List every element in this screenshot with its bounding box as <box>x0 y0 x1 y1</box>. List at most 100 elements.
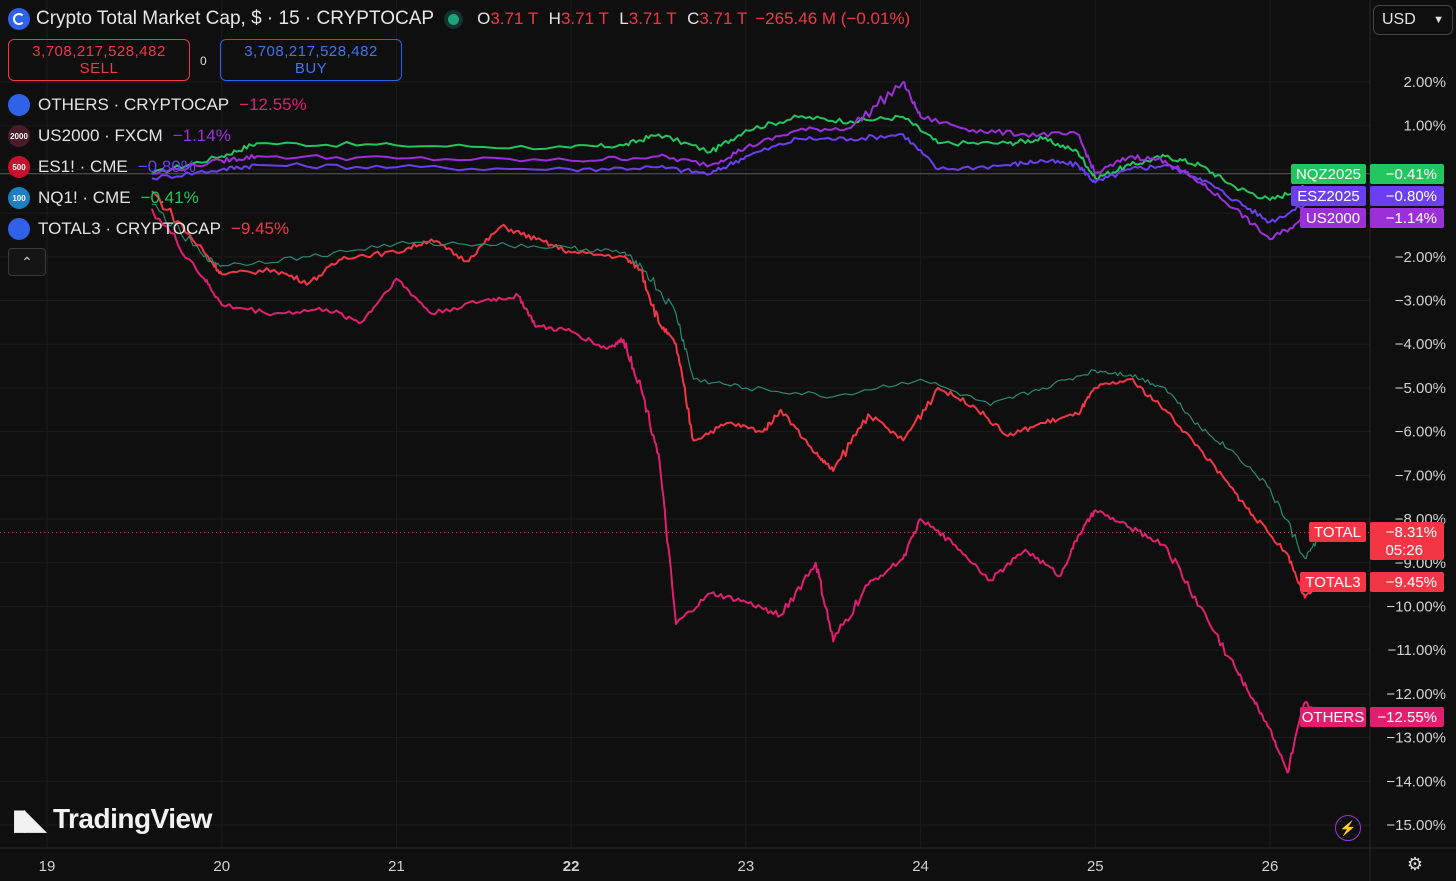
buy-button[interactable]: 3,708,217,528,482 BUY <box>220 39 402 81</box>
collapse-legend-button[interactable]: ⌃ <box>8 248 46 276</box>
legend-item-value: −1.14% <box>172 126 231 145</box>
price-tick-label: −7.00% <box>1395 467 1446 484</box>
currency-select[interactable]: USD ▼ <box>1373 5 1453 35</box>
legend-item-name: US2000 · FXCM <box>38 126 163 145</box>
series-line-total3 <box>151 190 1324 599</box>
legend-item[interactable]: OTHERS · CRYPTOCAP −12.55% <box>8 93 307 117</box>
legend-item-value: −0.80% <box>137 157 196 176</box>
time-tick-label: 23 <box>738 858 755 875</box>
tradingview-icon: ▮◣ <box>12 803 46 835</box>
ohlc-open-value: 3.71 T <box>490 9 538 28</box>
price-axis-name: TOTAL <box>1314 524 1361 541</box>
price-tick-label: −13.00% <box>1386 730 1446 747</box>
ohlc-close-key: C <box>687 9 700 28</box>
price-axis-name: US2000 <box>1306 210 1360 227</box>
price-axis-name: ESZ2025 <box>1297 188 1360 205</box>
price-axis-value-tag <box>1370 164 1444 184</box>
price-axis-value-tag <box>1370 572 1444 592</box>
price-axis-value-tag <box>1370 522 1444 560</box>
price-axis-value: −9.45% <box>1386 574 1437 591</box>
series-line-others <box>150 208 1324 774</box>
legend-item[interactable]: TOTAL3 · CRYPTOCAP −9.45% <box>8 217 289 241</box>
us2000-icon: 2000 <box>8 125 30 147</box>
price-axis-name: OTHERS <box>1302 709 1365 726</box>
price-tick-label: −14.00% <box>1386 773 1446 790</box>
cryptocap-icon <box>8 8 30 30</box>
chevron-down-icon: ▼ <box>1433 14 1444 26</box>
legend-item[interactable]: 2000 US2000 · FXCM −1.14% <box>8 124 231 148</box>
spread-value: 0 <box>200 54 207 68</box>
price-axis-name: TOTAL3 <box>1305 574 1360 591</box>
time-tick-label: 21 <box>388 858 405 875</box>
ohlc-low-value: 3.71 T <box>628 9 677 28</box>
legend-item[interactable]: 500 ES1! · CME −0.80% <box>8 155 196 179</box>
ohlc-close-value: 3.71 T <box>699 9 748 28</box>
price-tick-label: −2.00% <box>1395 249 1446 266</box>
legend-item-value: −9.45% <box>230 219 290 238</box>
legend-item-name: TOTAL3 · CRYPTOCAP <box>38 219 221 238</box>
price-axis-name-tag <box>1300 707 1366 727</box>
symbol-title[interactable]: Crypto Total Market Cap, $ · 15 · CRYPTO… <box>36 8 435 29</box>
series-line-total <box>151 203 1323 560</box>
price-axis-name: NQZ2025 <box>1296 166 1361 183</box>
price-tick-label: −4.00% <box>1395 336 1446 353</box>
price-tick-label: −10.00% <box>1386 598 1446 615</box>
price-tick-label: 1.00% <box>1403 118 1446 135</box>
ohlc-high-value: 3.71 T <box>560 9 609 28</box>
market-status-icon[interactable] <box>448 13 460 25</box>
symbol-header[interactable]: Crypto Total Market Cap, $ · 15 · CRYPTO… <box>8 6 910 32</box>
currency-label: USD <box>1382 11 1416 28</box>
price-tick-label: −11.00% <box>1387 642 1446 659</box>
price-axis-value: −12.55% <box>1377 709 1437 726</box>
legend-item-name: ES1! · CME <box>38 157 128 176</box>
ohlc-values: O3.71 T H3.71 T L3.71 T C3.71 T <box>471 9 747 29</box>
time-tick-label: 26 <box>1262 858 1279 875</box>
price-axis-value: −8.31% <box>1386 524 1437 541</box>
cryptocap-icon <box>8 218 30 240</box>
series-line-nqz2025 <box>151 114 1306 201</box>
price-axis-value: −0.80% <box>1386 188 1437 205</box>
countdown-label: 05:26 <box>1385 542 1423 559</box>
price-axis-name-tag <box>1300 208 1366 228</box>
price-axis-name-tag <box>1300 572 1366 592</box>
legend-item-value: −0.41% <box>140 188 199 207</box>
gear-icon[interactable]: ⚙ <box>1406 853 1424 874</box>
sell-price: 3,708,217,528,482 <box>32 43 166 60</box>
time-tick-label: 22 <box>563 858 580 875</box>
legend-item[interactable]: 100 NQ1! · CME −0.41% <box>8 186 199 210</box>
price-tick-label: −5.00% <box>1395 380 1446 397</box>
buy-price: 3,708,217,528,482 <box>244 43 378 60</box>
buy-label: BUY <box>294 60 328 77</box>
price-axis-name-tag <box>1291 164 1366 184</box>
price-tick-label: −3.00% <box>1395 293 1446 310</box>
legend-item-value: −12.55% <box>239 95 307 114</box>
ohlc-low-key: L <box>619 9 629 28</box>
sell-button[interactable]: 3,708,217,528,482 SELL <box>8 39 190 81</box>
price-axis-value-tag <box>1370 186 1444 206</box>
price-axis-value-tag <box>1370 208 1444 228</box>
tradingview-logo[interactable]: ▮◣ TradingView <box>12 802 212 836</box>
sp500-icon: 500 <box>8 156 30 178</box>
price-axis-value-tag <box>1370 707 1444 727</box>
nasdaq100-icon: 100 <box>8 187 30 209</box>
price-axis-name-tag <box>1309 522 1366 542</box>
price-axis-value: −1.14% <box>1386 210 1437 227</box>
time-tick-label: 25 <box>1087 858 1104 875</box>
chevron-up-icon: ⌃ <box>21 253 33 270</box>
price-tick-label: −15.00% <box>1386 817 1446 834</box>
ohlc-open-key: O <box>477 9 491 28</box>
price-change: −265.46 M (−0.01%) <box>755 9 911 28</box>
price-tick-label: −12.00% <box>1386 686 1446 703</box>
cryptocap-icon <box>8 94 30 116</box>
brand-name: TradingView <box>52 803 212 834</box>
series-line-us2000 <box>151 81 1306 241</box>
time-tick-label: 24 <box>912 858 929 875</box>
time-tick-label: 19 <box>39 858 56 875</box>
price-axis-value: −0.41% <box>1386 166 1437 183</box>
lightning-icon[interactable]: ⚡ <box>1335 815 1361 841</box>
sell-label: SELL <box>79 60 119 77</box>
legend-item-name: NQ1! · CME <box>38 188 131 207</box>
price-tick-label: 2.00% <box>1403 74 1446 91</box>
price-tick-label: −6.00% <box>1395 424 1446 441</box>
